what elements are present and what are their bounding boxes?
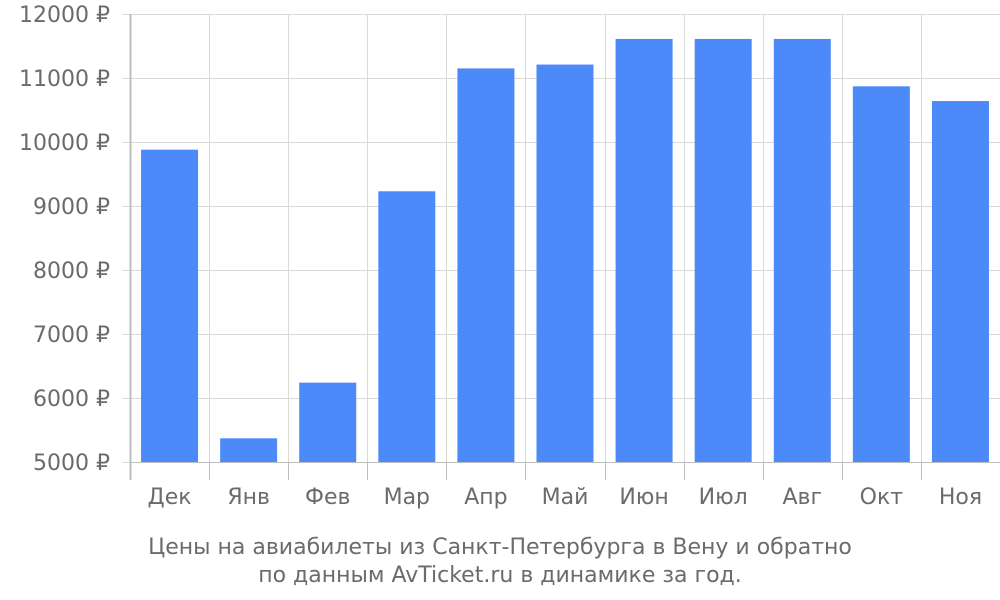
- x-tick-label: Янв: [227, 485, 270, 510]
- y-tick-label: 10000 ₽: [19, 131, 110, 156]
- y-tick-label: 6000 ₽: [33, 387, 110, 412]
- x-tick-label: Июн: [619, 485, 668, 510]
- x-tick-label: Мар: [384, 485, 430, 510]
- bar-Апр: [457, 68, 515, 463]
- x-tick-label: Фев: [305, 485, 350, 510]
- x-tick-label: Дек: [148, 485, 192, 510]
- bar-Янв: [220, 438, 278, 462]
- bar-Ноя: [931, 101, 989, 462]
- x-tick-label: Авг: [782, 485, 822, 510]
- bar-Май: [536, 64, 594, 462]
- bar-Июн: [615, 38, 673, 463]
- y-tick-label: 8000 ₽: [33, 259, 110, 284]
- bar-Мар: [378, 191, 436, 462]
- chart-caption-line-1: Цены на авиабилеты из Санкт-Петербурга в…: [148, 535, 852, 560]
- y-tick-label: 11000 ₽: [19, 67, 110, 92]
- x-tick-label: Май: [542, 485, 589, 510]
- bar-Фев: [299, 382, 357, 462]
- x-tick-label: Ноя: [939, 485, 982, 510]
- y-tick-label: 7000 ₽: [33, 323, 110, 348]
- y-tick-label: 12000 ₽: [19, 3, 110, 28]
- x-tick-label: Апр: [464, 485, 507, 510]
- price-bar-chart: 5000 ₽ 6000 ₽ 7000 ₽ 8000 ₽ 9000 ₽ 10000 ₽ 110…: [19, 3, 1000, 510]
- bar-Авг: [773, 38, 831, 463]
- bar-Дек: [141, 149, 199, 462]
- x-tick-label: Окт: [860, 485, 904, 510]
- x-tick-label: Июл: [699, 485, 748, 510]
- y-tick-label: 9000 ₽: [33, 195, 110, 220]
- bar-Июл: [694, 38, 752, 463]
- chart-caption-line-2: по данным AvTicket.ru в динамике за год.: [258, 563, 742, 588]
- y-tick-label: 5000 ₽: [33, 451, 110, 476]
- bar-Окт: [852, 86, 910, 462]
